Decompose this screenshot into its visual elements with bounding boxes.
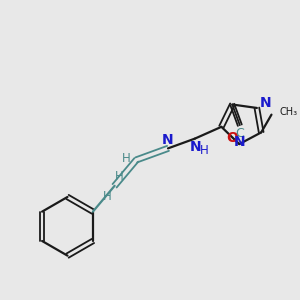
Text: N: N bbox=[234, 135, 246, 149]
Text: CH₃: CH₃ bbox=[280, 107, 298, 117]
Text: H: H bbox=[200, 144, 208, 158]
Text: N: N bbox=[162, 133, 174, 147]
Text: H: H bbox=[115, 170, 124, 183]
Text: N: N bbox=[259, 96, 271, 110]
Text: N: N bbox=[190, 140, 201, 154]
Text: H: H bbox=[103, 190, 112, 203]
Text: O: O bbox=[226, 130, 238, 145]
Text: H: H bbox=[122, 152, 130, 166]
Text: C: C bbox=[236, 127, 244, 140]
